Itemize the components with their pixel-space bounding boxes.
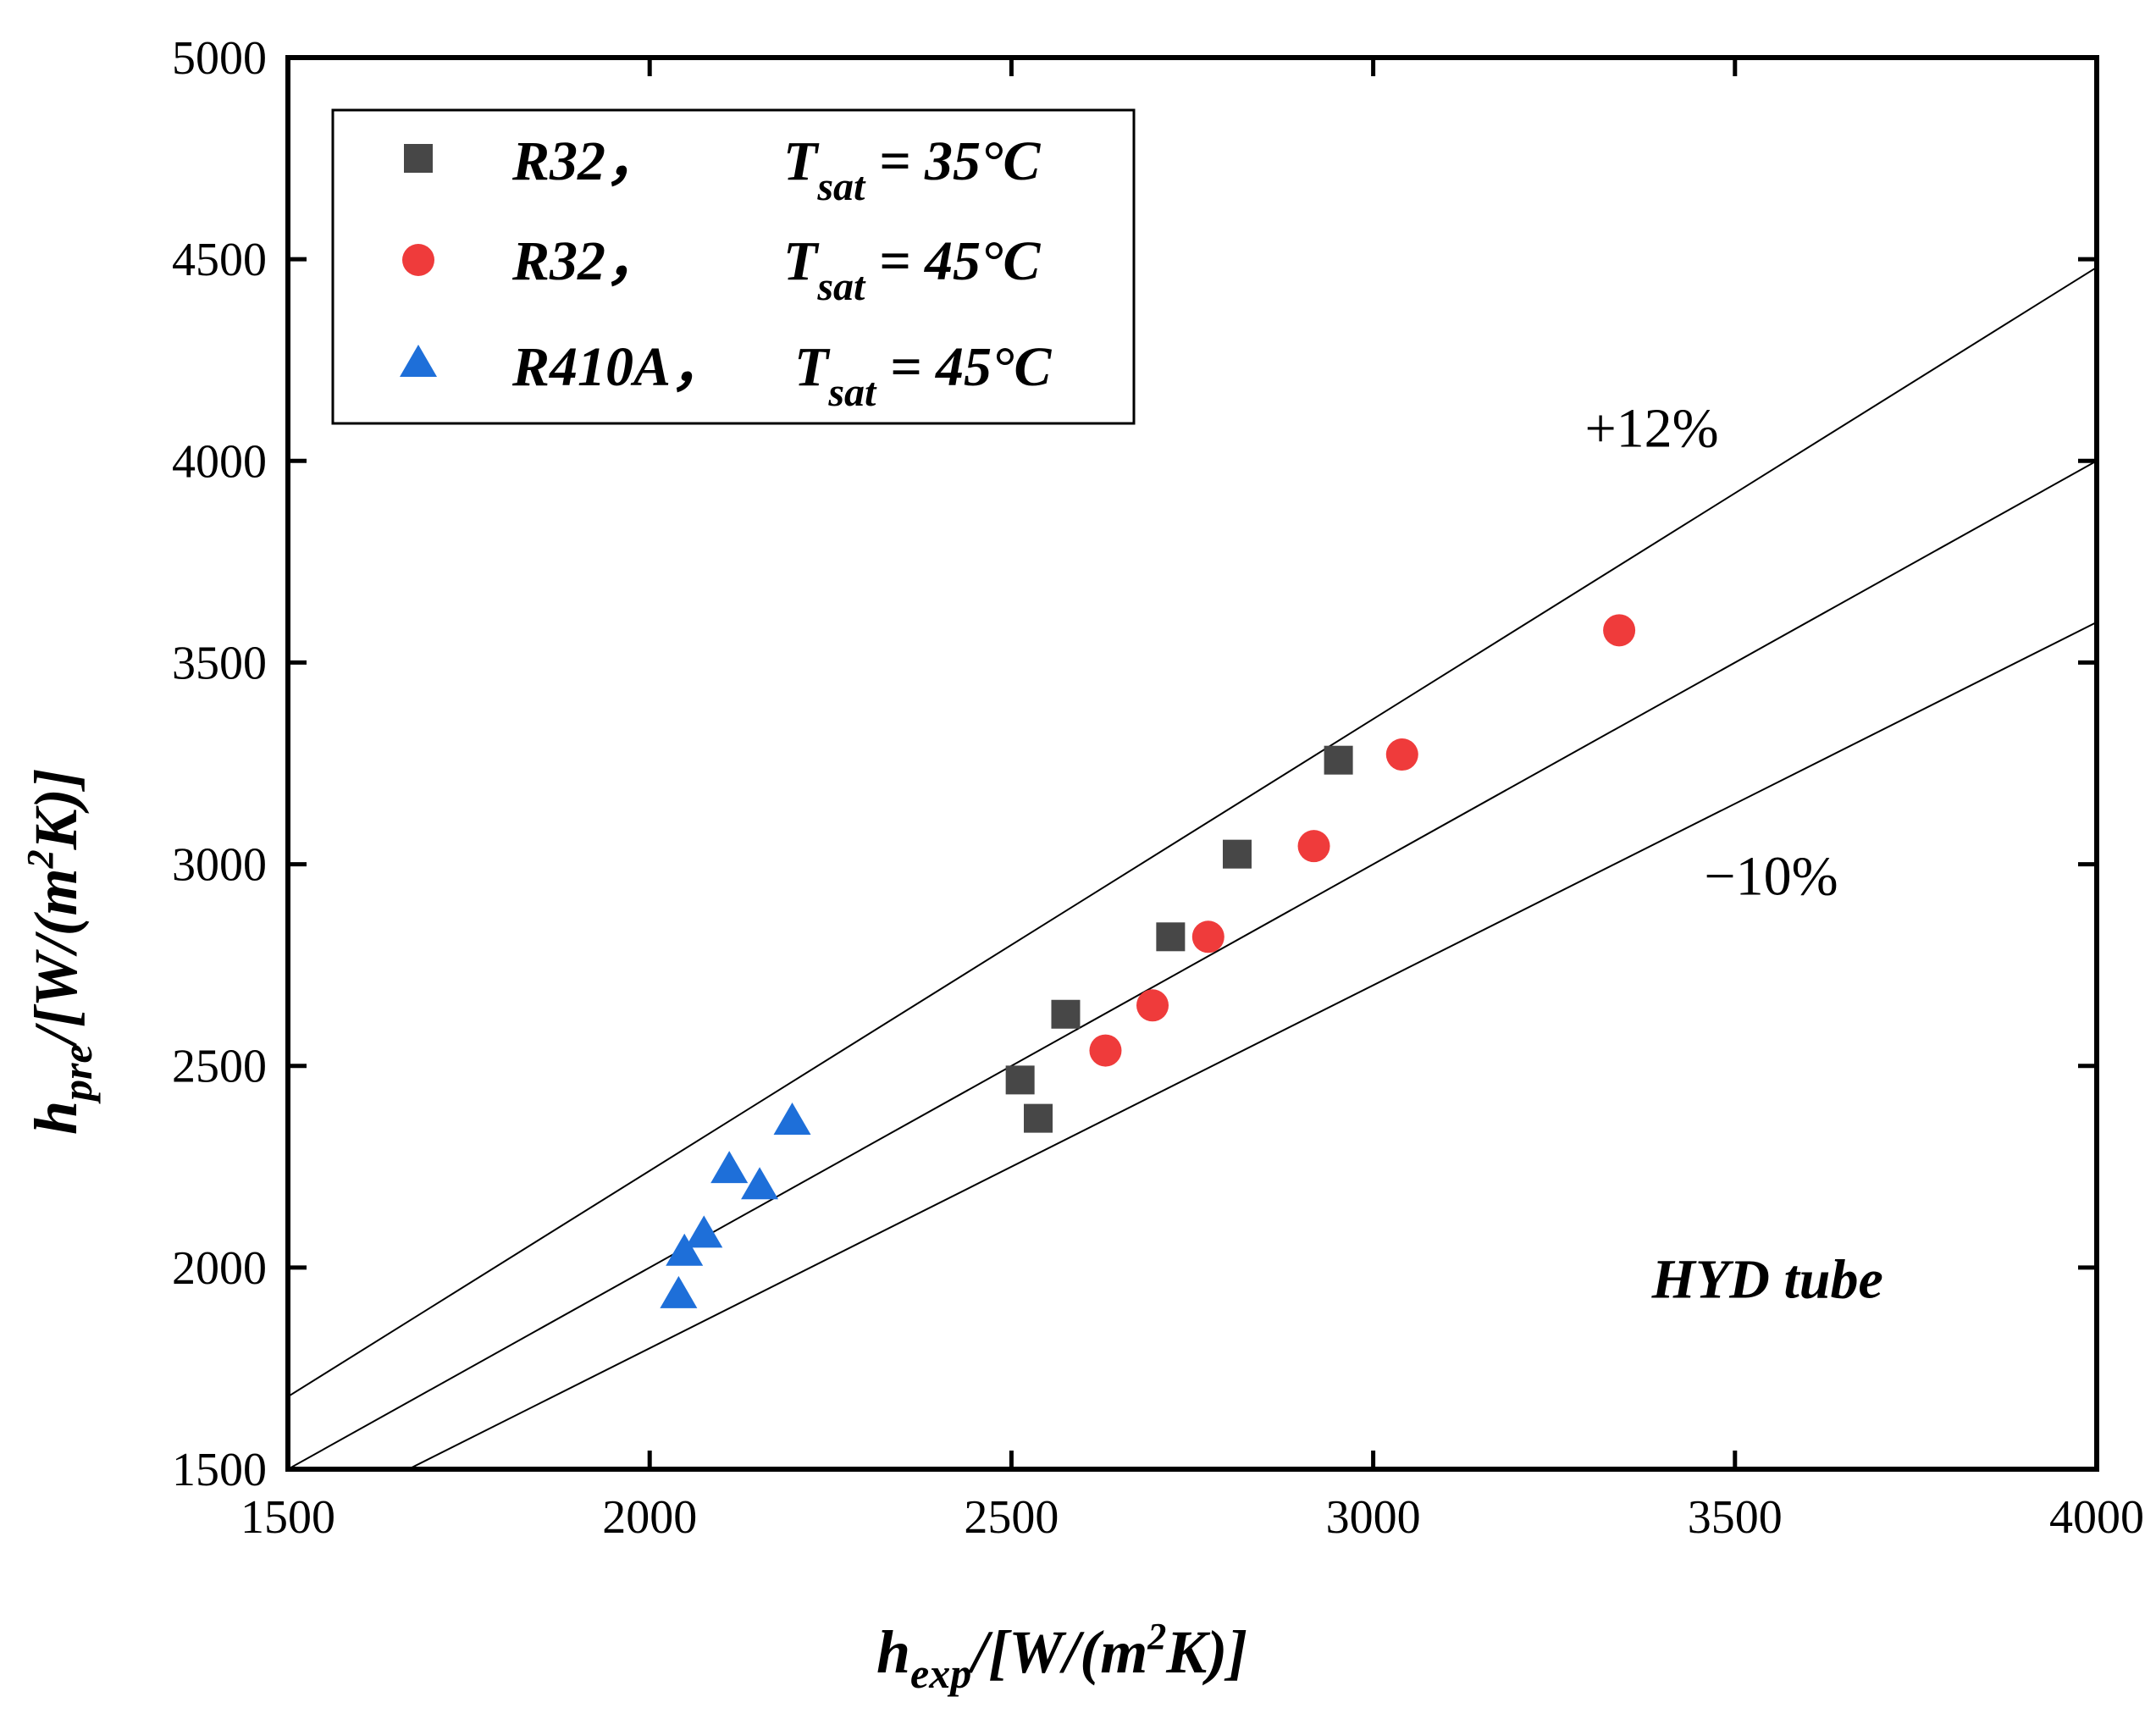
y-tick-label: 2500 — [172, 1041, 267, 1093]
legend-series-2-eq: = 45°C — [865, 230, 1041, 292]
point-series-1 — [1051, 999, 1081, 1029]
point-series-1 — [1005, 1065, 1035, 1095]
x-axis-title-sup: 2 — [1147, 1616, 1166, 1657]
point-series-1 — [1024, 1103, 1053, 1133]
y-tick-label: 4000 — [172, 435, 267, 488]
point-series-1 — [1156, 922, 1186, 952]
legend-series-3-sub: sat — [827, 370, 877, 415]
point-series-2 — [1089, 1034, 1122, 1067]
y-tick-label: 5000 — [172, 32, 267, 85]
point-series-2 — [1191, 920, 1224, 953]
reference-line-12 — [288, 266, 2097, 1398]
legend-marker-circle — [402, 244, 434, 276]
reference-line-10 — [406, 621, 2097, 1469]
x-tick-label: 2500 — [964, 1491, 1059, 1544]
y-axis-title-sup: 2 — [19, 849, 61, 869]
legend: R32， Tsat = 35°C R32， Tsat = 45°C R410A， Ts… — [331, 108, 1136, 425]
annotation: +12% — [1584, 398, 1718, 460]
legend-series-1-name: R32， — [511, 130, 661, 192]
x-tick-label: 1500 — [240, 1491, 335, 1544]
plot-frame — [285, 55, 2099, 1472]
data-markers — [660, 614, 1636, 1308]
point-series-1 — [1222, 839, 1252, 869]
x-axis-title-main: h — [876, 1618, 910, 1686]
reference-line-parity — [288, 460, 2097, 1469]
y-axis-title-main: h — [22, 1101, 90, 1135]
point-series-1 — [1324, 745, 1353, 775]
point-series-3 — [773, 1103, 811, 1136]
y-tick-label: 3000 — [172, 839, 267, 892]
x-tick-label: 3500 — [1688, 1491, 1783, 1544]
point-series-3 — [660, 1275, 698, 1308]
legend-series-3-name: R410A， — [511, 336, 727, 398]
legend-series-1-sub: sat — [816, 164, 866, 209]
point-series-3 — [710, 1151, 749, 1184]
y-tick-label: 2000 — [172, 1242, 267, 1295]
legend-box — [331, 108, 1136, 425]
y-axis-title-unit-post: K)] — [22, 768, 90, 850]
legend-series-3-eq: = 45°C — [876, 336, 1052, 398]
y-axis: 1500 2000 2500 3000 3500 4000 4500 5000 — [172, 32, 2097, 1496]
point-series-3 — [666, 1233, 704, 1266]
legend-marker-triangle — [400, 345, 437, 377]
y-axis-title-sub: pre — [53, 1044, 101, 1104]
legend-marker-square — [404, 144, 433, 173]
y-axis-title: hpre/[W/(m2K)] — [19, 768, 101, 1135]
point-series-2 — [1603, 614, 1636, 647]
x-axis-title: hexp/[W/(m2K)] — [876, 1616, 1247, 1697]
point-series-2 — [1385, 738, 1418, 771]
x-tick-label: 3000 — [1326, 1491, 1421, 1544]
legend-label-series-2: R32， Tsat = 45°C — [511, 230, 1041, 309]
y-tick-label: 4500 — [172, 234, 267, 286]
y-axis-title-unit-pre: /[W/(m — [22, 868, 90, 1048]
point-series-2 — [1297, 830, 1330, 863]
x-axis-title-unit-pre: /[W/(m — [967, 1618, 1147, 1686]
legend-series-3-t: T — [794, 336, 831, 398]
y-tick-label: 1500 — [172, 1444, 267, 1496]
y-tick-label: 3500 — [172, 637, 267, 689]
legend-series-1-eq: = 35°C — [865, 130, 1041, 192]
annotation: HYD tube — [1651, 1249, 1883, 1311]
point-series-3 — [685, 1215, 723, 1248]
point-series-3 — [741, 1167, 779, 1200]
x-axis-title-sub: exp — [910, 1650, 971, 1697]
legend-label-series-3: R410A， Tsat = 45°C — [511, 336, 1052, 415]
x-axis-title-unit-post: K)] — [1165, 1618, 1247, 1686]
legend-series-2-t: T — [783, 230, 820, 292]
x-tick-label: 4000 — [2049, 1491, 2144, 1544]
annotations: +12% −10% HYD tube — [1584, 398, 1882, 1311]
point-series-2 — [1136, 989, 1169, 1022]
legend-series-1-t: T — [783, 130, 820, 192]
legend-series-2-sub: sat — [816, 264, 866, 309]
legend-label-series-1: R32， Tsat = 35°C — [511, 130, 1041, 209]
legend-series-2-name: R32， — [511, 230, 661, 292]
x-tick-label: 2000 — [602, 1491, 697, 1544]
x-axis: 1500 2000 2500 3000 3500 4000 — [240, 58, 2144, 1544]
annotation: −10% — [1704, 845, 1838, 907]
reference-lines — [288, 266, 2097, 1469]
